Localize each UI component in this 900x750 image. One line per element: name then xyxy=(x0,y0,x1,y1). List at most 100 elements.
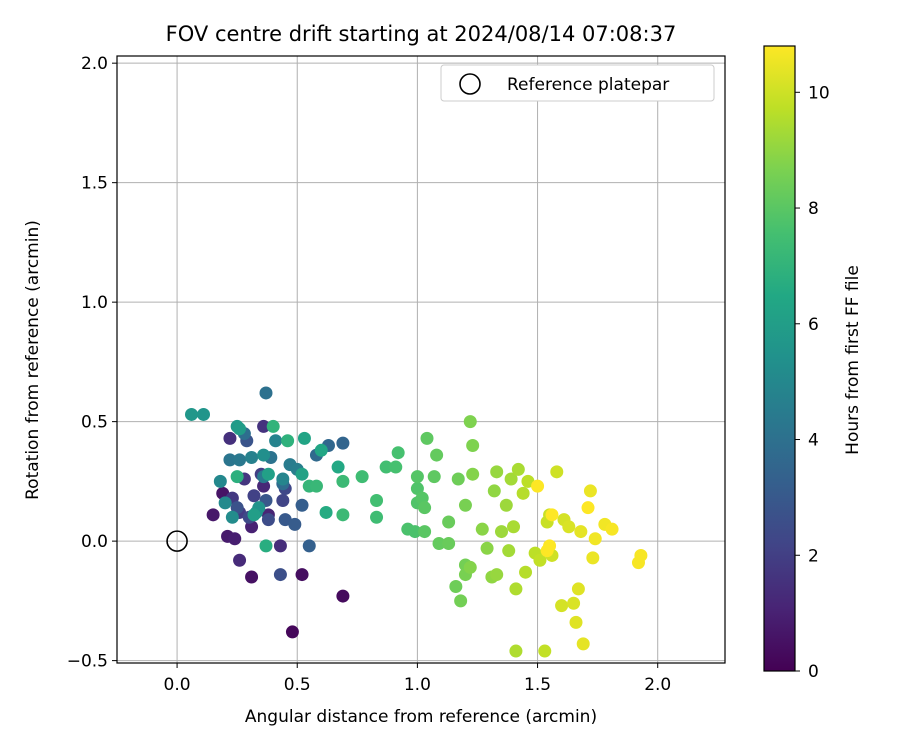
grid xyxy=(117,56,725,663)
data-point xyxy=(495,525,509,539)
data-point xyxy=(336,436,350,450)
data-point xyxy=(466,467,480,481)
data-point xyxy=(257,479,271,493)
data-point xyxy=(581,501,595,515)
x-axis-label: Angular distance from reference (arcmin) xyxy=(245,707,597,727)
x-tick-label: 0.0 xyxy=(164,675,191,695)
data-point xyxy=(278,513,292,527)
data-point xyxy=(273,539,287,553)
data-point xyxy=(233,553,247,567)
data-point xyxy=(276,493,290,507)
data-point xyxy=(408,525,422,539)
y-tick-label: 2.0 xyxy=(81,54,108,74)
data-point xyxy=(288,517,302,531)
data-point xyxy=(389,460,403,474)
data-point xyxy=(490,465,504,479)
data-point xyxy=(273,568,287,582)
data-point xyxy=(463,560,477,574)
data-point xyxy=(531,479,545,493)
data-point xyxy=(197,407,211,421)
data-point xyxy=(521,474,535,488)
data-point xyxy=(480,541,494,555)
data-point xyxy=(545,508,559,522)
legend-entry-reference: Reference platepar xyxy=(507,75,669,95)
data-point xyxy=(509,644,523,658)
data-point xyxy=(418,525,432,539)
colorbar-tick-label: 2 xyxy=(808,546,819,566)
data-point xyxy=(261,467,275,481)
data-point xyxy=(511,462,525,476)
data-point xyxy=(233,453,247,467)
data-point xyxy=(432,537,446,551)
colorbar-label: Hours from first FF file xyxy=(843,265,863,455)
data-point xyxy=(261,513,275,527)
colorbar-tick-label: 10 xyxy=(808,83,830,103)
colorbar-tick-label: 6 xyxy=(808,315,819,335)
x-tick-label: 0.5 xyxy=(284,675,311,695)
data-point xyxy=(458,498,472,512)
data-point xyxy=(507,520,521,534)
data-point xyxy=(463,415,477,429)
y-tick-label: 0.0 xyxy=(81,532,108,552)
data-point xyxy=(499,498,513,512)
data-point xyxy=(540,544,554,558)
data-point xyxy=(509,582,523,596)
data-point xyxy=(576,637,590,651)
colorbar: 0 2 4 6 8 10 Hours from first FF file xyxy=(763,45,863,682)
data-point xyxy=(502,544,516,558)
x-tick-label: 2.0 xyxy=(644,675,671,695)
data-point xyxy=(454,594,468,608)
data-point xyxy=(370,510,384,524)
data-point xyxy=(516,486,530,500)
data-point xyxy=(442,537,456,551)
legend-box xyxy=(440,64,715,102)
data-point xyxy=(336,589,350,603)
data-point xyxy=(571,582,585,596)
data-point xyxy=(218,496,232,510)
data-point xyxy=(555,599,569,613)
data-point xyxy=(247,508,261,522)
data-point xyxy=(427,470,441,484)
data-point xyxy=(281,434,295,448)
data-point xyxy=(302,539,316,553)
colorbar-tick-label: 8 xyxy=(808,199,819,219)
x-axis-ticks: 0.0 0.5 1.0 1.5 2.0 xyxy=(164,663,671,695)
data-point xyxy=(223,431,237,445)
data-point xyxy=(257,448,271,462)
data-point xyxy=(574,525,588,539)
data-point xyxy=(550,465,564,479)
colorbar-tick-label: 4 xyxy=(808,431,819,451)
data-point xyxy=(228,532,242,546)
data-point xyxy=(567,596,581,610)
data-point xyxy=(449,580,463,594)
data-point xyxy=(605,522,619,536)
data-point xyxy=(184,407,198,421)
data-point xyxy=(519,565,533,579)
data-point xyxy=(309,479,323,493)
data-point xyxy=(538,644,552,658)
data-point xyxy=(490,568,504,582)
x-tick-label: 1.0 xyxy=(404,675,431,695)
data-point xyxy=(430,448,444,462)
data-point xyxy=(569,615,583,629)
data-point xyxy=(391,446,405,460)
data-point xyxy=(233,422,247,436)
y-tick-label: 1.5 xyxy=(81,174,108,194)
y-tick-label: 0.5 xyxy=(81,413,108,433)
data-point xyxy=(314,443,328,457)
reference-platepar-marker xyxy=(166,530,188,552)
data-point xyxy=(586,551,600,565)
chart-title: FOV centre drift starting at 2024/08/14 … xyxy=(166,22,677,46)
data-point xyxy=(562,520,576,534)
data-point xyxy=(487,484,501,498)
y-tick-label: −0.5 xyxy=(67,652,108,672)
data-point xyxy=(451,472,465,486)
data-point xyxy=(504,472,518,486)
data-point xyxy=(257,419,271,433)
data-point xyxy=(276,472,290,486)
data-point xyxy=(297,431,311,445)
data-point xyxy=(588,532,602,546)
colorbar-ticks: 0 2 4 6 8 10 xyxy=(795,83,830,682)
data-point xyxy=(319,505,333,519)
data-point xyxy=(379,460,393,474)
